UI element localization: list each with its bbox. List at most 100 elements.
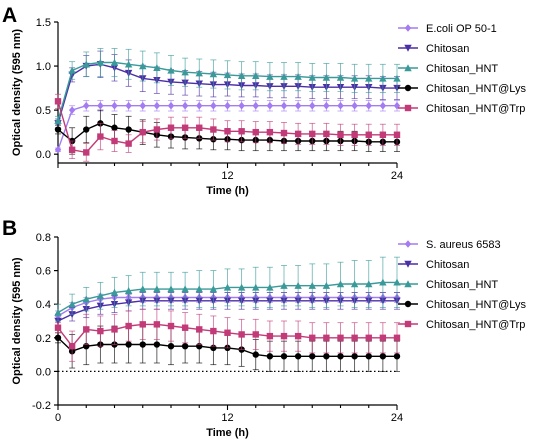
data-point xyxy=(181,101,189,110)
data-point xyxy=(322,282,331,289)
data-point xyxy=(68,146,76,153)
data-point xyxy=(111,137,118,145)
data-point xyxy=(96,292,105,299)
legend-marker xyxy=(404,240,412,248)
data-point xyxy=(153,64,161,72)
data-point xyxy=(83,326,90,333)
data-point xyxy=(322,73,331,81)
data-point xyxy=(139,62,147,70)
data-point xyxy=(280,282,288,289)
data-point xyxy=(83,149,90,156)
data-point xyxy=(252,72,260,79)
panel-label: B xyxy=(2,217,17,240)
data-point xyxy=(125,322,132,330)
data-point xyxy=(110,58,119,66)
series-chitosan-hnt-trp xyxy=(54,308,401,362)
data-point xyxy=(266,332,274,340)
data-point xyxy=(237,283,246,291)
data-point xyxy=(351,131,358,138)
legend-label: Chitosan_HNT@Lys xyxy=(426,83,527,95)
x-tick-label: 0 xyxy=(55,412,61,424)
y-tick-label: 1.5 xyxy=(36,17,51,29)
legend-label: Chitosan_HNT@Lys xyxy=(426,299,527,311)
data-point xyxy=(153,101,161,110)
data-point xyxy=(323,130,330,138)
data-point xyxy=(124,287,133,294)
data-point xyxy=(181,124,189,131)
data-point xyxy=(337,101,344,110)
data-point xyxy=(223,71,232,79)
data-point xyxy=(351,101,358,110)
data-point xyxy=(97,327,104,335)
legend-label: E.coli OP 50-1 xyxy=(426,23,497,35)
data-point xyxy=(82,60,90,68)
data-point xyxy=(280,129,288,137)
data-point xyxy=(365,74,373,82)
y-axis-label: Optical density (595 nm) xyxy=(11,29,23,156)
data-point xyxy=(365,280,373,288)
data-point xyxy=(379,334,387,341)
legend-marker xyxy=(404,104,412,112)
series-chitosan-hnt xyxy=(54,48,401,126)
data-point xyxy=(110,288,119,296)
data-point xyxy=(266,101,274,110)
legend-label: Chitosan_HNT@Trp xyxy=(426,103,525,115)
y-tick-label: 0.0 xyxy=(36,366,51,378)
data-point xyxy=(252,101,259,110)
x-axis-label: Time (h) xyxy=(206,427,249,439)
data-point xyxy=(365,131,372,138)
x-tick-label: 12 xyxy=(221,170,233,182)
series-chitosan-hnt xyxy=(54,256,401,322)
data-point xyxy=(181,285,189,293)
legend-marker xyxy=(404,280,412,288)
data-point xyxy=(209,70,218,78)
legend-marker xyxy=(404,24,412,32)
data-point xyxy=(266,128,274,136)
data-point xyxy=(379,131,387,138)
data-point xyxy=(195,285,203,293)
data-point xyxy=(309,334,316,341)
data-point xyxy=(139,285,147,293)
data-point xyxy=(167,343,175,350)
data-point xyxy=(210,101,217,110)
y-axis-label: Optical density (595 nm) xyxy=(11,257,23,384)
data-point xyxy=(125,101,132,110)
y-tick-label: 0.6 xyxy=(36,266,51,278)
data-point xyxy=(167,101,175,110)
data-point xyxy=(96,58,105,66)
legend-marker xyxy=(404,300,412,308)
series-e-coli-op-50-1 xyxy=(54,100,401,154)
data-point xyxy=(379,74,387,82)
y-tick-label: 0.5 xyxy=(36,105,51,117)
data-point xyxy=(365,353,372,360)
data-point xyxy=(379,353,387,360)
data-point xyxy=(379,278,387,286)
series-chitosan-hnt-trp xyxy=(54,93,401,162)
data-point xyxy=(224,101,231,110)
data-point xyxy=(83,101,90,110)
data-point xyxy=(139,341,146,348)
data-point xyxy=(309,101,316,110)
data-point xyxy=(210,126,217,133)
data-point xyxy=(196,326,203,333)
data-point xyxy=(337,334,344,341)
legend-label: S. aureus 6583 xyxy=(426,239,501,251)
data-point xyxy=(308,282,316,289)
data-point xyxy=(350,74,359,82)
legend-label: Chitosan xyxy=(426,43,469,55)
legend-label: Chitosan_HNT xyxy=(426,279,498,291)
data-point xyxy=(266,72,274,80)
data-point xyxy=(209,285,218,293)
data-point xyxy=(54,98,62,105)
data-point xyxy=(54,126,62,133)
data-point xyxy=(294,282,302,289)
data-point xyxy=(337,353,344,360)
data-point xyxy=(139,128,146,136)
data-point xyxy=(294,353,302,360)
data-point xyxy=(125,126,132,133)
data-point xyxy=(167,322,175,330)
data-point xyxy=(82,295,90,303)
data-point xyxy=(125,341,132,348)
data-point xyxy=(68,106,76,114)
data-point xyxy=(337,131,344,138)
